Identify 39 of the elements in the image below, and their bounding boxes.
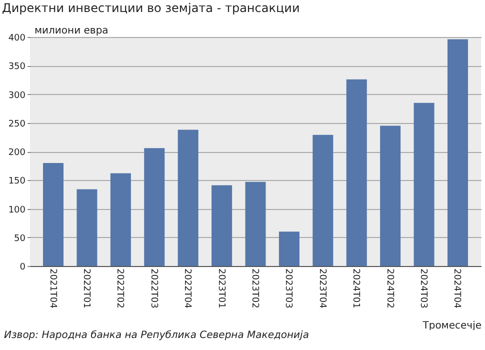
bar <box>178 130 198 266</box>
x-tick-label: 2022Т01 <box>80 268 91 308</box>
y-tick-label: 50 <box>14 234 26 244</box>
y-tick-label: 350 <box>8 62 26 72</box>
text: Извор: Народна банка на Република Северна Македонија <box>3 330 310 341</box>
chart-title: Директни инвестиции во земјата - трансакции <box>2 1 300 15</box>
y-tick-label: 150 <box>8 176 26 187</box>
y-tick-label: 100 <box>8 205 26 216</box>
x-tick-label: 2023Т01 <box>216 268 226 308</box>
bar <box>346 79 367 266</box>
x-tick-label: 2024Т04 <box>452 268 462 309</box>
bar <box>76 189 98 266</box>
y-tick-label: 300 <box>8 90 26 101</box>
x-tick-label: 2024Т02 <box>384 268 394 308</box>
bar <box>447 39 468 266</box>
bar <box>110 173 131 266</box>
bar <box>278 232 300 266</box>
bar <box>414 102 434 266</box>
y-tick-label: 0 <box>20 262 26 272</box>
y-tick-label: 250 <box>8 119 26 130</box>
x-tick-label: 2022Т02 <box>114 268 125 308</box>
bar <box>43 162 64 266</box>
y-tick-label: 400 <box>8 34 26 44</box>
x-axis-title: Тромесечје <box>422 320 482 332</box>
bar <box>212 185 232 266</box>
x-tick-label: 2023Т03 <box>283 268 294 308</box>
y-axis-title: милиони евра <box>34 26 108 36</box>
bar <box>380 126 401 266</box>
bar <box>245 182 266 266</box>
x-tick-label: 2021Т04 <box>47 268 58 309</box>
x-tick-label: 2022Т03 <box>148 268 158 308</box>
bar <box>144 148 165 266</box>
x-tick-label: 2024Т03 <box>418 268 428 308</box>
x-tick-label: 2023Т02 <box>250 268 260 308</box>
x-tick-label: 2022Т04 <box>182 268 192 309</box>
x-tick-label: 2023Т04 <box>316 268 327 309</box>
bar <box>312 134 334 266</box>
x-tick-label: 2024Т01 <box>350 268 361 308</box>
y-tick-label: 200 <box>8 148 26 158</box>
